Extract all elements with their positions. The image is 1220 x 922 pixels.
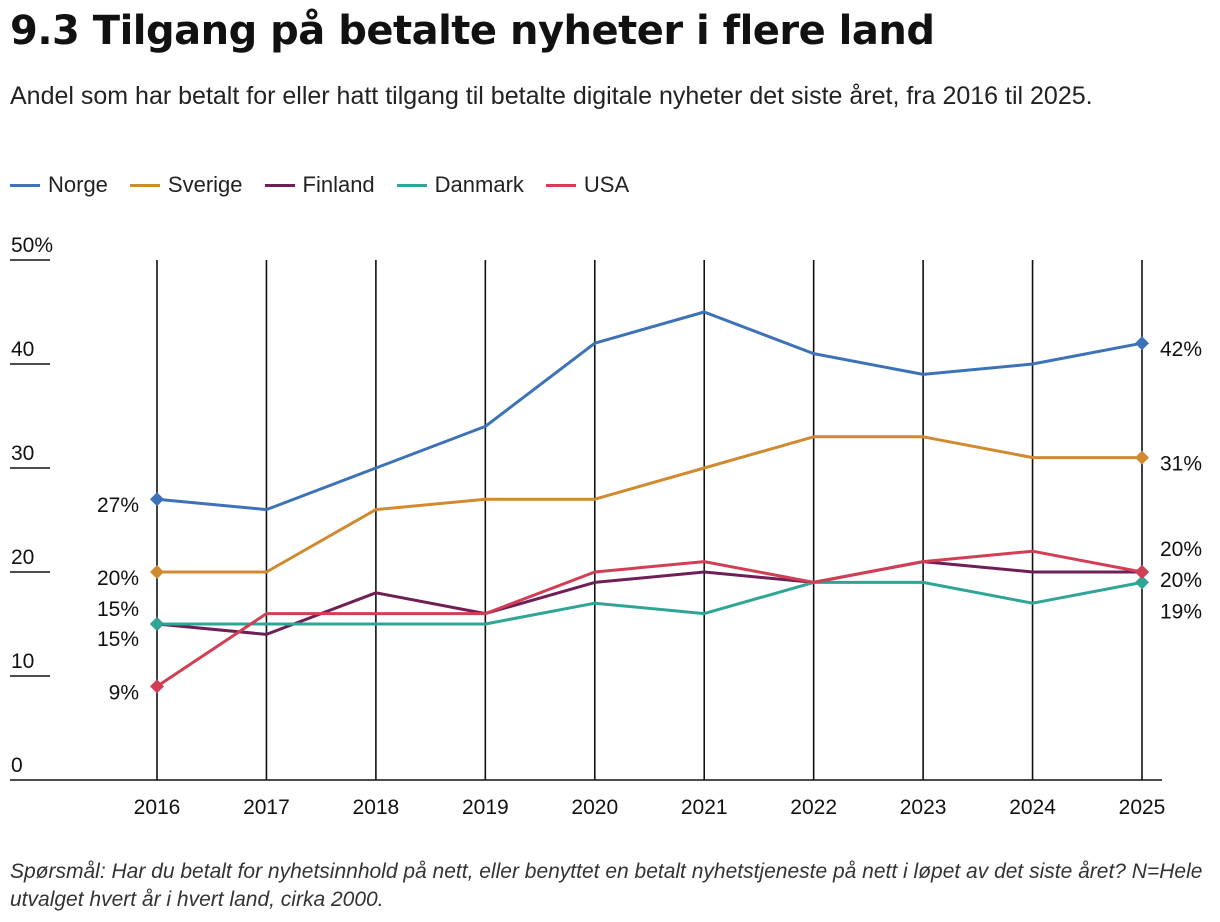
- end-label-sverige: 31%: [1160, 453, 1202, 476]
- series-marker-norge: [1135, 336, 1149, 351]
- series-marker-usa: [1135, 565, 1149, 579]
- x-tick-label: 2024: [1009, 796, 1056, 819]
- legend-swatch: [396, 183, 427, 187]
- y-tick-label: 10: [11, 650, 34, 673]
- end-label-finland: 20%: [1160, 569, 1202, 592]
- series-marker-norge: [150, 492, 164, 507]
- legend-label: Sverige: [167, 172, 243, 197]
- legend-swatch: [264, 183, 295, 187]
- legend-label: Finland: [302, 172, 375, 197]
- legend-item-finland: Finland: [264, 172, 375, 198]
- end-label-norge: 42%: [1160, 338, 1202, 361]
- start-label-usa: 9%: [109, 681, 139, 704]
- legend-item-usa: USA: [545, 172, 630, 198]
- legend-item-danmark: Danmark: [396, 172, 524, 198]
- legend-label: USA: [583, 172, 630, 197]
- x-tick-label: 2022: [790, 796, 837, 819]
- y-tick-label: 20: [11, 546, 34, 569]
- series-line-danmark: [157, 580, 1143, 626]
- start-label-sverige: 20%: [97, 567, 139, 590]
- x-tick-label: 2025: [1119, 796, 1166, 819]
- x-tick-label: 2020: [571, 796, 618, 819]
- y-tick-label: 50%: [11, 234, 53, 257]
- legend-label: Norge: [48, 172, 108, 197]
- series-marker-danmark: [1135, 575, 1149, 590]
- series-line-norge: [156, 310, 1143, 512]
- series-line-sverige: [157, 435, 1142, 574]
- chart-subtitle: Andel som har betalt for eller hatt tilg…: [10, 82, 1093, 110]
- legend-swatch: [545, 183, 576, 187]
- y-tick-label: 30: [11, 442, 34, 465]
- series-marker-sverige: [150, 565, 164, 579]
- y-tick-label: 0: [11, 754, 23, 777]
- chart-title: 9.3 Tilgang på betalte nyheter i flere l…: [10, 8, 935, 54]
- start-label-finland: 15%: [97, 598, 139, 621]
- start-label-danmark: 15%: [97, 628, 139, 651]
- legend-item-sverige: Sverige: [129, 172, 243, 198]
- x-tick-label: 2018: [353, 796, 400, 819]
- series-line-usa: [156, 549, 1143, 688]
- start-label-norge: 27%: [97, 494, 139, 517]
- line-chart: 2016 2017 2018 2019 2020 2021 2022 2023 2024 2025…: [10, 234, 1202, 819]
- x-tick-label: 2019: [462, 796, 509, 819]
- legend-swatch: [129, 183, 160, 187]
- legend-label: Danmark: [434, 172, 524, 197]
- legend-swatch: [10, 183, 40, 187]
- y-tick-label: 40: [11, 338, 34, 361]
- chart-legend: Norge Sverige Finland Danmark USA: [10, 172, 651, 198]
- series-marker-sverige: [1135, 450, 1149, 465]
- series-marker-usa: [150, 679, 164, 694]
- x-tick-label: 2021: [681, 796, 728, 819]
- end-label-usa: 20%: [1160, 538, 1202, 561]
- x-tick-label: 2017: [243, 796, 290, 819]
- x-tick-label: 2016: [134, 796, 181, 819]
- series-marker-danmark: [150, 617, 164, 631]
- end-label-danmark: 19%: [1160, 600, 1202, 623]
- legend-item-norge: Norge: [10, 172, 108, 198]
- chart-footnote: Spørsmål: Har du betalt for nyhetsinnhol…: [10, 860, 1203, 911]
- x-tick-label: 2023: [900, 796, 947, 819]
